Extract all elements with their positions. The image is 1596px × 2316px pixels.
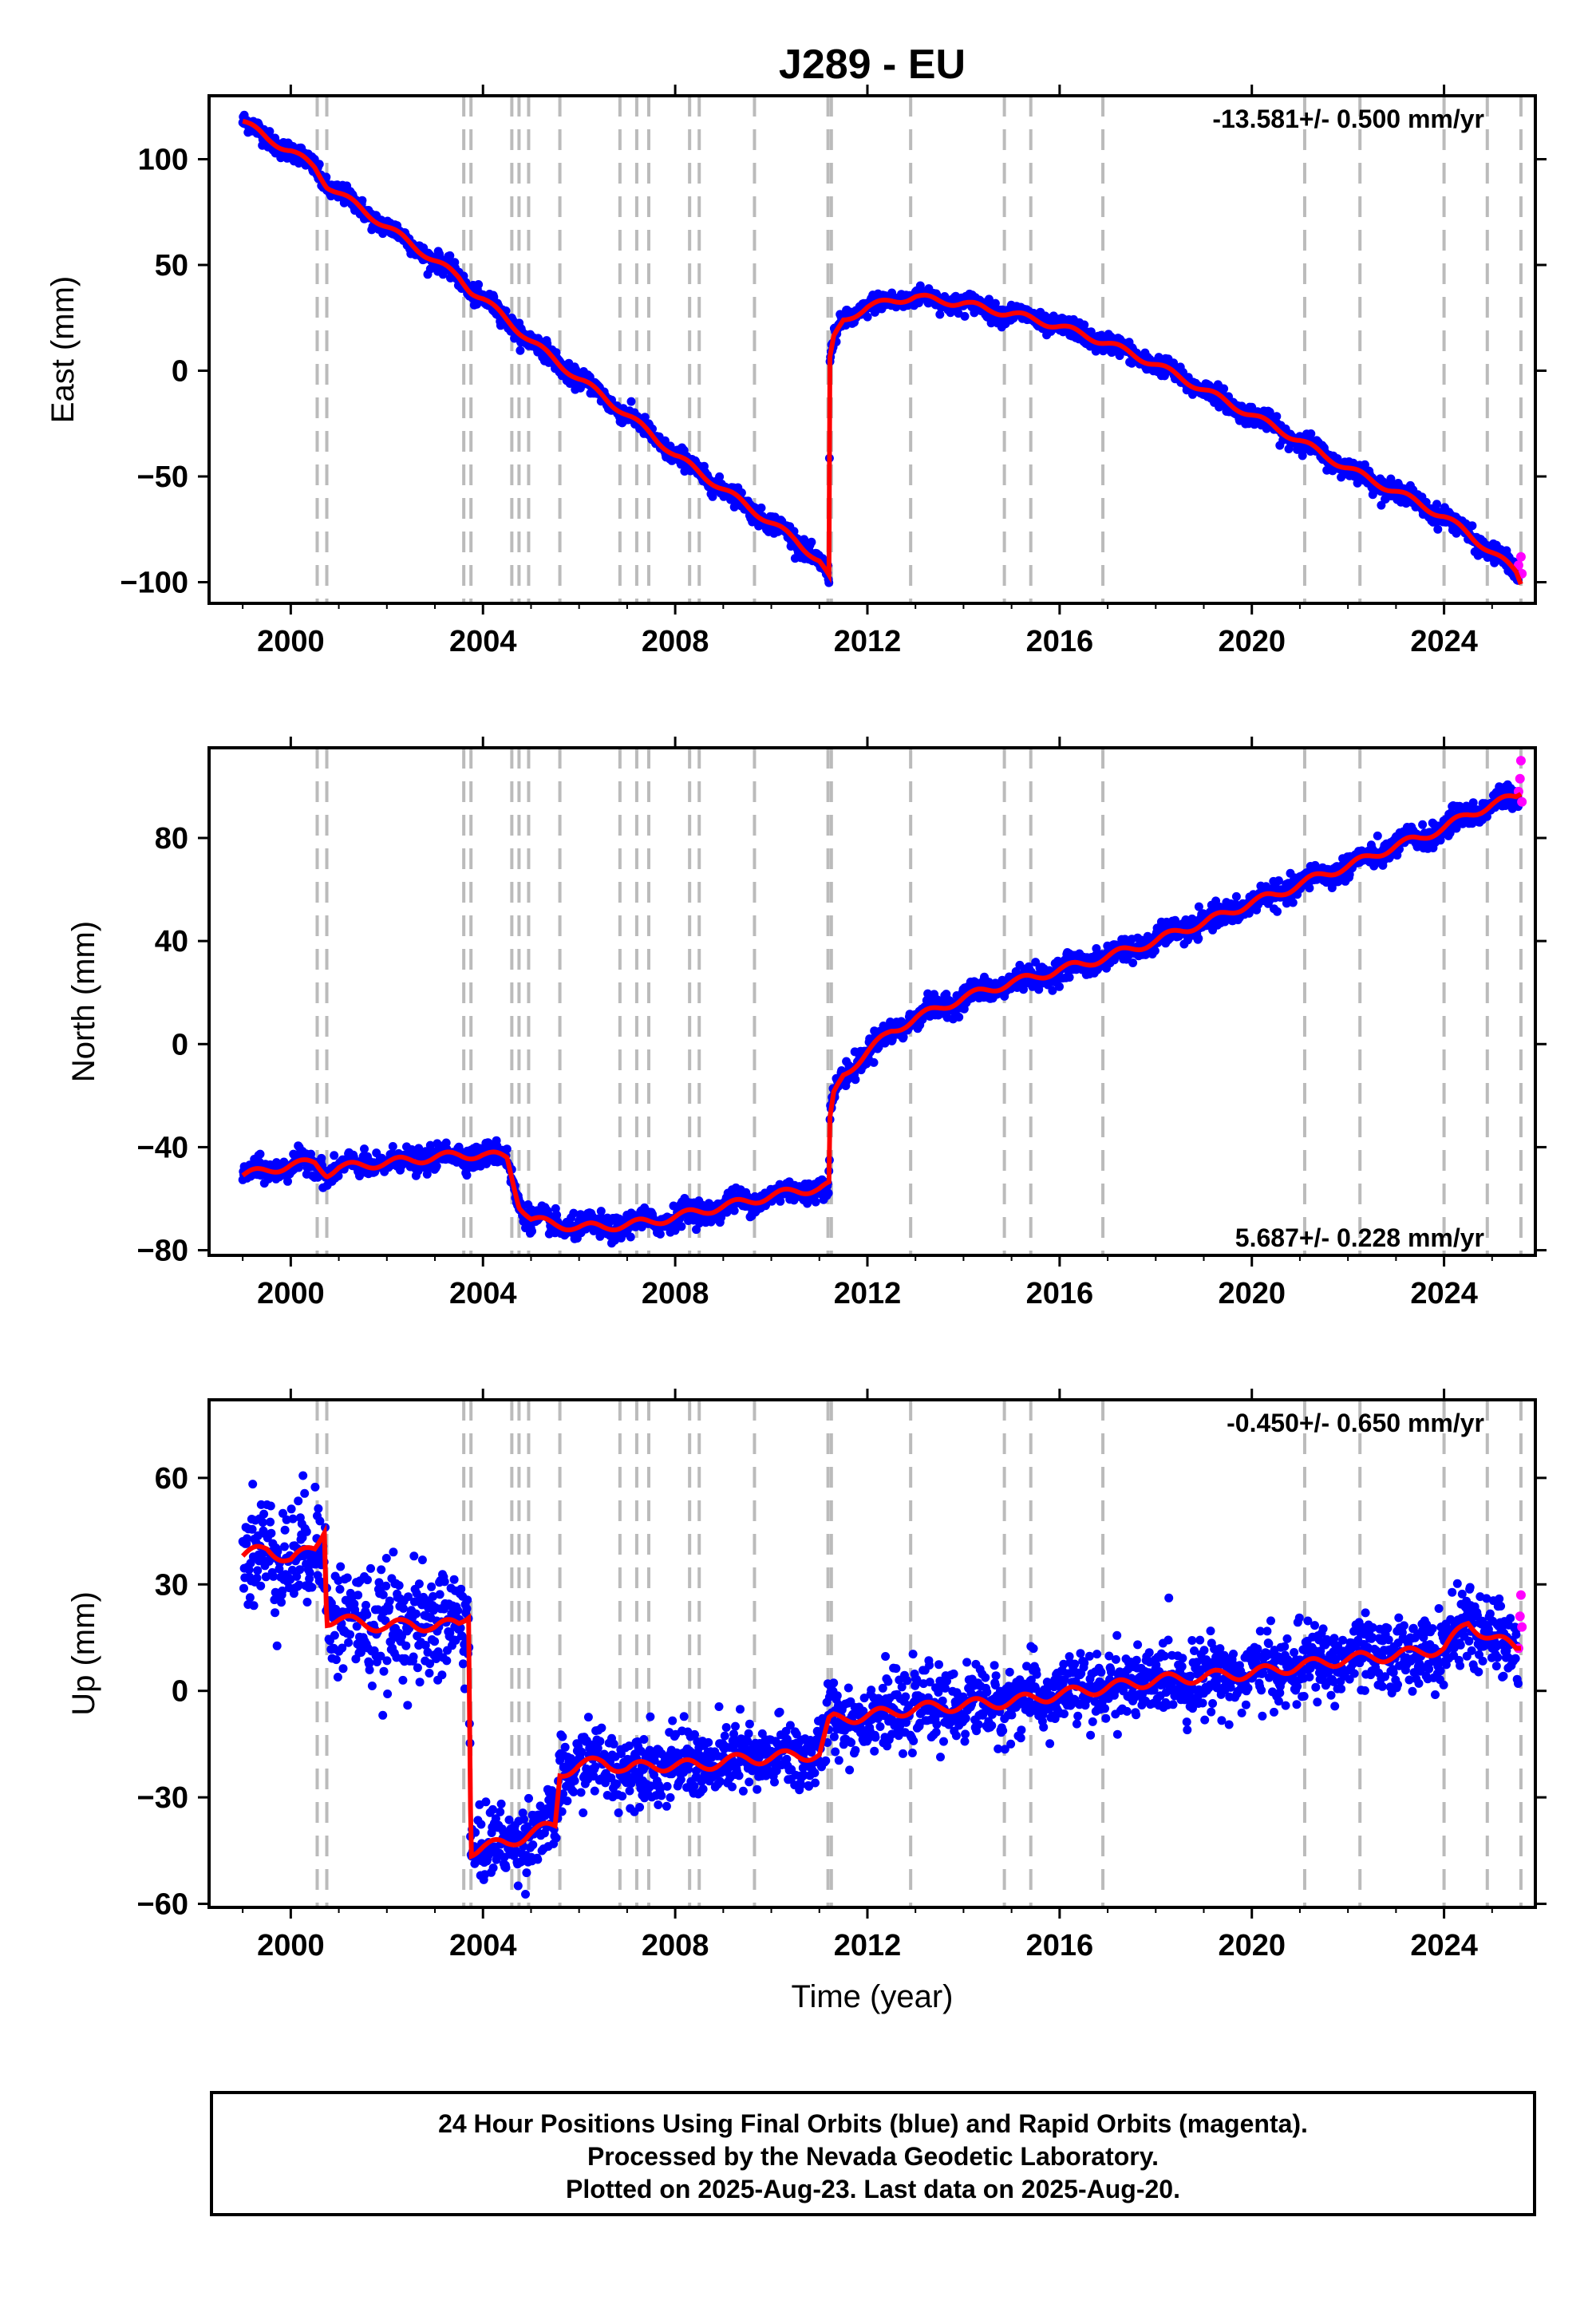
rate-label: -13.581+/- 0.500 mm/yr xyxy=(1212,105,1484,133)
data-point xyxy=(445,251,455,260)
data-point xyxy=(283,1176,292,1186)
data-point xyxy=(358,196,367,205)
data-point xyxy=(1273,907,1282,916)
data-point xyxy=(255,1149,265,1159)
data-point xyxy=(462,1171,472,1180)
data-point xyxy=(527,1227,536,1236)
data-point xyxy=(960,311,970,321)
data-point xyxy=(757,503,766,512)
data-point xyxy=(330,1151,339,1160)
data-point xyxy=(1468,521,1477,531)
x-tick-label: 2016 xyxy=(1026,625,1094,658)
data-point xyxy=(502,1144,512,1154)
data-point xyxy=(1433,524,1443,534)
tick-marks xyxy=(198,85,1547,615)
figure-title: J289 - EU xyxy=(779,41,966,88)
data-point xyxy=(1128,958,1138,967)
data-point xyxy=(811,1197,820,1207)
y-tick-label: 0 xyxy=(172,355,188,389)
x-tick-label: 2020 xyxy=(1218,625,1286,658)
x-tick-label: 2000 xyxy=(257,625,325,658)
x-tick-label: 2024 xyxy=(1410,625,1478,658)
model-line xyxy=(242,118,1523,586)
data-point xyxy=(824,578,834,587)
data-point xyxy=(1194,934,1203,943)
panel-north: 2000 2004 2008 2012 2016 2020 2024 −80−4004080… xyxy=(66,737,1547,1310)
data-point xyxy=(516,346,525,355)
data-point xyxy=(596,1207,606,1216)
x-tick-label: 2012 xyxy=(834,625,902,658)
data-point xyxy=(954,1013,964,1022)
data-point xyxy=(655,1229,665,1239)
data-point xyxy=(824,1188,833,1198)
data-point xyxy=(708,492,717,501)
data-point xyxy=(1150,946,1159,955)
data-point xyxy=(1219,384,1229,393)
y-tick-label: 100 xyxy=(138,144,188,177)
data-point xyxy=(1065,973,1074,982)
data-point xyxy=(1373,831,1382,840)
data-point xyxy=(626,1232,635,1242)
data-point xyxy=(677,1222,686,1231)
x-tick-label: 2008 xyxy=(642,625,709,658)
x-tick-labels: 2000 2004 2008 2012 2016 2020 2024 xyxy=(257,625,1478,658)
data-point xyxy=(474,280,484,289)
data-point xyxy=(863,312,872,322)
event-lines xyxy=(315,96,1523,603)
data-point xyxy=(1418,820,1428,829)
data-point xyxy=(432,1161,441,1171)
plot-frame xyxy=(207,94,1537,605)
panel-east: 2000 2004 2008 2012 2016 2020 2024 −100 −50 0 50 1… xyxy=(45,85,1547,658)
y-tick-label: −100 xyxy=(120,567,188,600)
series-final xyxy=(238,110,1523,587)
data-point xyxy=(388,1142,397,1151)
x-tick-label: 2004 xyxy=(449,625,517,658)
data-point xyxy=(807,537,816,547)
series-final xyxy=(238,780,1523,1248)
data-point xyxy=(715,472,725,481)
data-point xyxy=(314,160,324,169)
data-point xyxy=(851,1075,860,1085)
y-tick-labels: −100 −50 0 50 100 xyxy=(120,144,188,600)
data-point xyxy=(1055,982,1064,991)
data-point xyxy=(360,1144,369,1154)
tick-marks xyxy=(198,737,1547,1267)
event-lines xyxy=(315,748,1523,1255)
rapid-point xyxy=(1515,551,1526,562)
y-tick-label: 50 xyxy=(155,249,188,283)
data-point xyxy=(1432,500,1441,509)
data-point xyxy=(1231,891,1241,901)
y-tick-label: −50 xyxy=(137,460,188,494)
data-point xyxy=(640,413,650,422)
y-axis-label: East (mm) xyxy=(45,276,81,423)
data-point xyxy=(626,397,636,406)
data-point xyxy=(1288,898,1298,907)
data-point xyxy=(869,1057,879,1067)
